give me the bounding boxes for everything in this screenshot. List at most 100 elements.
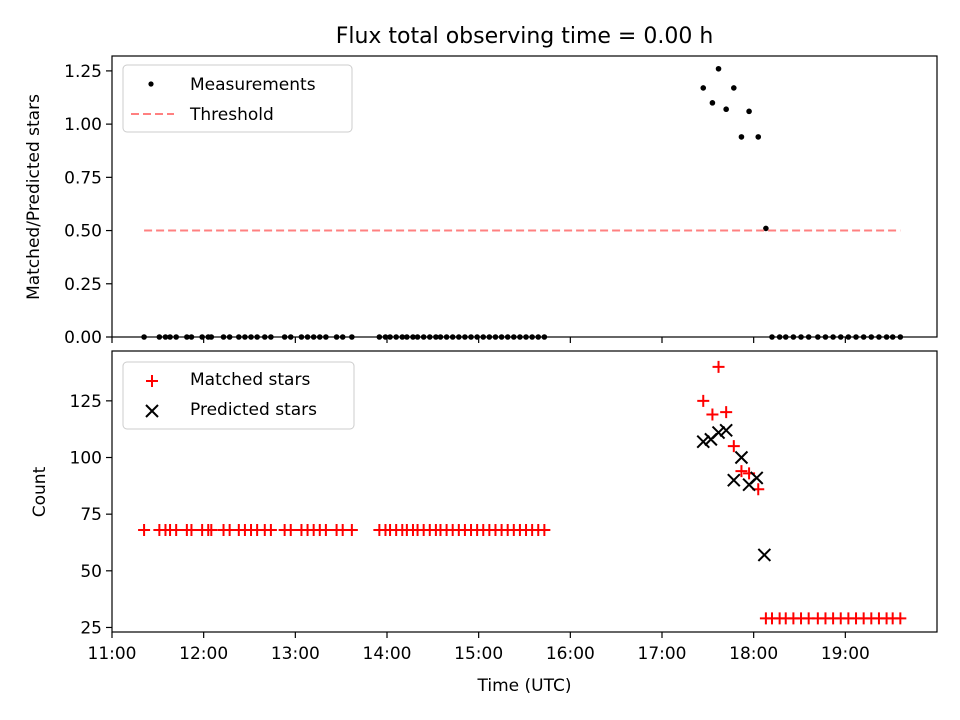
measurement-point — [236, 334, 242, 340]
measurement-point — [492, 334, 499, 340]
bottom-x-ticks: 11:00 12:00 13:00 14:00 15:00 16:00 17:00 18:00… — [88, 632, 870, 664]
predicted-star-point — [727, 473, 741, 487]
measurement-point — [731, 85, 737, 91]
measurement-point — [709, 100, 716, 106]
matched-star-point — [319, 524, 332, 537]
measurement-point — [339, 334, 346, 340]
bottom-y-tick-label: 100 — [70, 449, 102, 469]
top-y-tick-label: 0.50 — [64, 222, 102, 242]
predicted-star-point — [734, 450, 749, 465]
measurement-point — [529, 334, 535, 340]
measurement-point — [426, 334, 433, 340]
measurement-point — [414, 334, 421, 340]
measurement-point — [798, 334, 804, 340]
measurement-point — [226, 334, 233, 340]
measurement-point — [746, 108, 752, 115]
measurement-point — [281, 334, 288, 340]
top-y-tick-label: 0.25 — [64, 275, 102, 295]
bottom-y-tick-label: 125 — [70, 392, 102, 412]
x-tick-label: 15:00 — [454, 644, 503, 664]
measurement-point — [254, 334, 260, 340]
matched-star-point — [720, 406, 733, 419]
bottom-y-tick-label: 50 — [80, 562, 102, 582]
measurement-point — [883, 334, 890, 340]
measurement-point — [349, 334, 355, 340]
bottom-legend-box — [122, 361, 355, 430]
matched-star-point — [170, 524, 183, 537]
x-tick-label: 16:00 — [546, 644, 595, 664]
measurement-point — [853, 334, 859, 340]
measurement-point — [790, 334, 797, 340]
measurement-point — [837, 334, 844, 340]
legend-matched-marker — [146, 375, 158, 387]
predicted-star-point — [696, 434, 710, 449]
measurement-point — [723, 106, 729, 113]
top-legend: Measurements Threshold — [122, 64, 353, 133]
measurement-point — [876, 334, 882, 340]
measurement-point — [167, 334, 173, 340]
x-tick-label: 14:00 — [363, 644, 412, 664]
measurement-point — [173, 334, 179, 340]
measurement-point — [897, 334, 904, 340]
legend-predicted-label: Predicted stars — [190, 400, 317, 420]
measurement-point — [776, 334, 783, 340]
top-y-tick-label: 0.00 — [64, 328, 102, 348]
measurement-point — [715, 65, 722, 72]
measurement-point — [755, 134, 762, 140]
top-y-tick-label: 1.25 — [64, 62, 102, 82]
x-tick-label: 11:00 — [88, 644, 137, 664]
measurement-point — [845, 334, 852, 340]
measurement-point — [184, 334, 190, 340]
measurement-point — [763, 225, 769, 232]
top-axes: 0.00 0.25 0.50 0.75 1.00 1.25 Matched/Predict… — [24, 55, 938, 348]
matched-star-point — [727, 440, 740, 453]
matched-star-point — [138, 524, 151, 537]
measurement-point — [769, 334, 775, 340]
measurement-point — [805, 334, 812, 340]
bottom-legend: Matched stars Predicted stars — [122, 361, 355, 430]
measurement-point — [456, 334, 462, 340]
measurement-point — [437, 334, 444, 340]
bottom-plot-area — [138, 360, 907, 625]
legend-predicted-marker — [145, 404, 159, 418]
legend-measurements-label: Measurements — [190, 75, 316, 95]
measurement-point — [268, 334, 274, 340]
measurement-point — [700, 85, 707, 91]
measurement-point — [242, 334, 248, 340]
measurement-point — [188, 334, 195, 340]
matched-star-point — [284, 524, 297, 537]
measurement-point — [860, 334, 867, 340]
bottom-y-tick-label: 75 — [80, 505, 102, 525]
x-tick-label: 12:00 — [179, 644, 228, 664]
measurement-point — [541, 334, 548, 340]
measurement-point — [830, 334, 836, 340]
measurement-point — [333, 334, 340, 340]
measurement-point — [443, 334, 450, 340]
measurement-point — [822, 334, 829, 340]
predicted-star-point — [711, 425, 726, 440]
measurement-point — [815, 334, 821, 340]
measurement-point — [287, 334, 294, 340]
measurement-point — [248, 334, 254, 340]
measurement-point — [399, 334, 406, 340]
measurement-point — [449, 334, 456, 340]
top-y-ticks: 0.00 0.25 0.50 0.75 1.00 1.25 — [64, 62, 112, 348]
matched-star-point — [538, 524, 551, 537]
measurement-point — [511, 334, 517, 340]
x-tick-label: 19:00 — [821, 644, 870, 664]
measurement-point — [480, 334, 487, 340]
measurement-point — [504, 334, 511, 340]
measurement-point — [304, 334, 311, 340]
measurement-point — [298, 334, 305, 340]
measurement-point — [323, 334, 329, 340]
legend-measurements-marker — [148, 81, 154, 87]
predicted-star-point — [719, 423, 733, 438]
bottom-axes-frame — [111, 350, 938, 633]
measurement-point — [517, 334, 523, 340]
bottom-axes: 25 50 75 100 125 11:00 12:00 13:00 14:00 15:00 16… — [30, 350, 938, 696]
measurement-point — [868, 334, 875, 340]
matched-star-point — [264, 524, 277, 537]
bottom-y-axis-label: Count — [30, 466, 50, 517]
top-y-tick-label: 0.75 — [64, 168, 102, 188]
